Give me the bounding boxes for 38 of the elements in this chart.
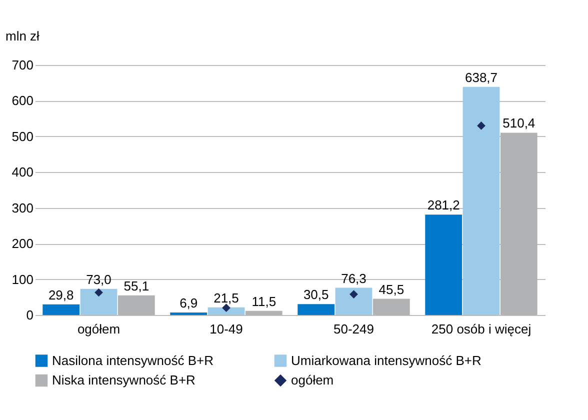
y-tick-label: 100: [12, 272, 34, 287]
legend-label: ogółem: [291, 372, 334, 388]
point: [350, 290, 358, 298]
bar: [80, 288, 118, 315]
bar: [425, 214, 462, 315]
x-tick-label: ogółem: [77, 322, 120, 336]
data-label: 29,8: [48, 287, 74, 302]
y-tick-label: 500: [12, 128, 34, 144]
data-label: 55,1: [124, 278, 150, 294]
data-label: 281,2: [427, 198, 460, 213]
point: [94, 288, 103, 297]
data-label: 30,5: [303, 287, 329, 302]
y-tick-label: 0: [26, 308, 34, 322]
bar: [298, 304, 335, 315]
x-tick-label: 50-249: [334, 322, 374, 336]
legend-label: Niska intensywność B+R: [52, 372, 196, 388]
data-label: 73,0: [86, 272, 112, 287]
y-tick-label: 400: [12, 164, 34, 180]
data-label: 11,5: [252, 294, 276, 309]
legend-label: Nasilona intensywność B+R: [52, 352, 214, 368]
x-tick-label: 10-49: [210, 322, 243, 336]
bar: [42, 304, 80, 315]
point: [477, 122, 486, 130]
y-tick-label: 600: [12, 93, 34, 108]
y-tick-label: 200: [12, 236, 34, 252]
legend-label: Umiarkowana intensywność B+R: [291, 352, 482, 368]
data-label: 638,7: [464, 70, 498, 85]
y-tick-label: 300: [12, 200, 34, 216]
y-axis-title: mln zł: [6, 28, 40, 44]
data-label: 510,4: [502, 116, 536, 131]
bar: [462, 86, 500, 315]
data-label: 45,5: [378, 282, 404, 297]
data-label: 21,5: [214, 290, 239, 306]
x-tick-label: 250 osób i więcej: [431, 322, 532, 336]
data-label: 76,3: [341, 270, 366, 286]
y-tick-label: 700: [12, 58, 34, 72]
bar: [335, 288, 372, 315]
data-label: 6,9: [180, 296, 198, 311]
